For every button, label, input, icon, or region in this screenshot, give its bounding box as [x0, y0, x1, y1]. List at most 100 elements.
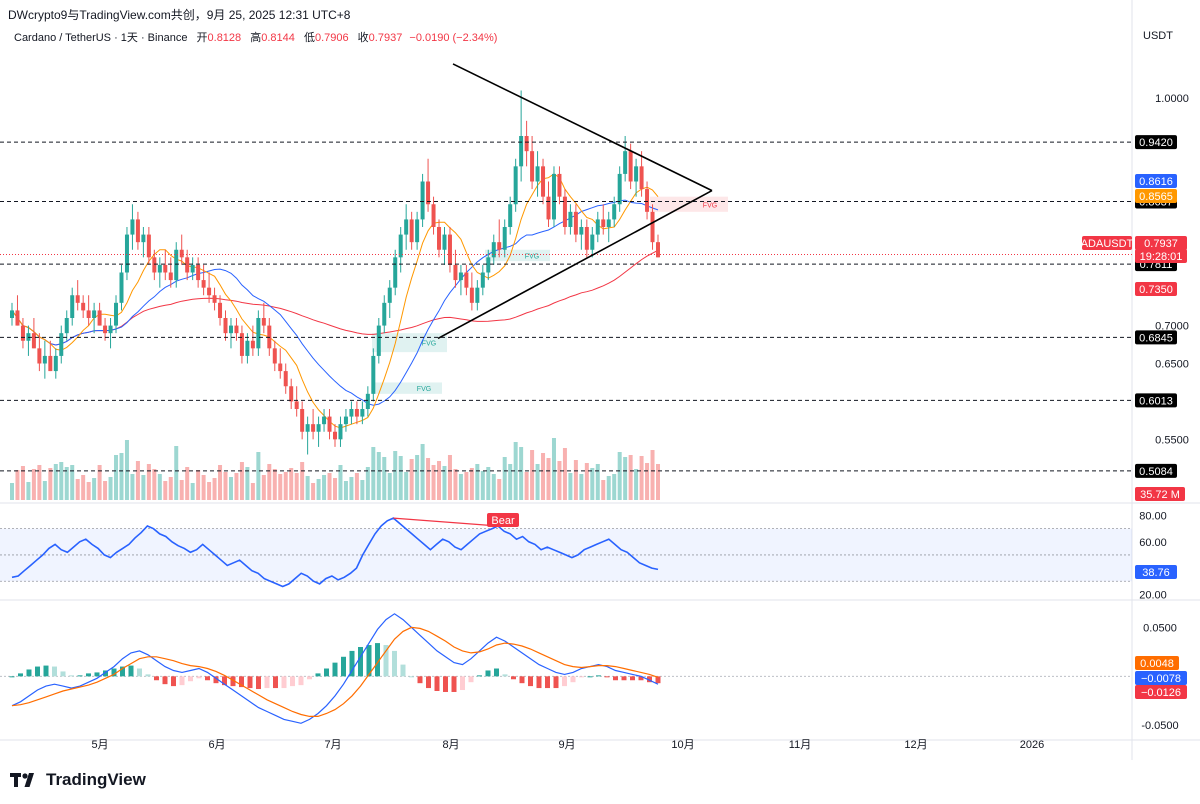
candle-body	[81, 302, 86, 311]
macd-histogram-bar	[494, 668, 499, 677]
volume-bar	[426, 458, 431, 500]
candle-body	[464, 272, 469, 288]
candle-body	[294, 401, 299, 409]
volume-bar	[508, 464, 513, 500]
candle-body	[628, 151, 633, 182]
candle-body	[535, 166, 540, 182]
candle-body	[409, 219, 414, 243]
candle-body	[453, 264, 458, 281]
volume-bar	[650, 450, 655, 500]
macd-histogram-bar	[52, 666, 57, 677]
volume-bar	[579, 474, 584, 500]
volume-bar	[524, 472, 529, 500]
volume-bar	[234, 473, 239, 500]
volume-bar	[81, 475, 86, 500]
volume-bar	[415, 455, 420, 500]
macd-histogram-bar	[298, 676, 304, 686]
current-price-tag: 0.7937	[1144, 238, 1178, 250]
candle-body	[656, 242, 660, 258]
x-tick-label: 10月	[671, 739, 694, 751]
volume-bar	[201, 475, 206, 500]
volume-bar	[97, 465, 102, 500]
volume-bar	[612, 474, 617, 500]
volume-bar	[557, 461, 562, 500]
low-label: 低	[303, 32, 315, 44]
volume-bar	[218, 465, 223, 500]
volume-bar	[86, 482, 91, 500]
candle-body	[354, 409, 359, 417]
volume-bar	[590, 468, 595, 500]
volume-bar	[223, 472, 228, 500]
ma-slow-tag-bg	[1135, 282, 1177, 296]
candle-body	[447, 234, 452, 265]
macd-histogram-bar	[324, 668, 329, 677]
candle-body	[458, 272, 463, 281]
macd-histogram-bar	[18, 673, 23, 677]
macd-histogram-bar	[307, 676, 312, 680]
macd-histogram-bar	[60, 671, 66, 677]
candle-body	[568, 211, 573, 227]
candle-body	[228, 325, 233, 334]
volume-bar	[513, 442, 518, 500]
candle-body	[124, 234, 129, 273]
brand[interactable]: TradingView	[10, 770, 146, 790]
volume-bar	[573, 460, 578, 500]
volume-bar	[250, 483, 255, 500]
candle-body	[201, 280, 206, 288]
volume-bar	[141, 475, 146, 500]
x-tick-label: 6月	[208, 739, 225, 751]
volume-bar	[387, 473, 392, 500]
candle-body	[595, 219, 600, 235]
macd-value-tag: −0.0078	[1141, 673, 1181, 685]
ma-fast-tag-bg	[1135, 189, 1177, 203]
candle-body	[634, 166, 639, 182]
candle-body	[157, 264, 162, 273]
volume-bar	[360, 480, 365, 500]
candle-body	[612, 204, 617, 220]
candle-body	[573, 211, 578, 235]
macd-histogram-bar	[604, 676, 610, 678]
candle-body	[135, 219, 140, 243]
macd-histogram-bar	[86, 673, 91, 677]
volume-bar	[311, 483, 316, 500]
volume-bar	[64, 467, 69, 500]
candle-body	[480, 272, 485, 288]
rsi-value-tag: 38.76	[1142, 567, 1170, 579]
macd-histogram-bar	[392, 650, 397, 677]
volume-bar	[163, 481, 168, 500]
countdown-tag: 19:28:01	[1140, 251, 1183, 263]
candle-body	[239, 333, 244, 356]
candle-body	[437, 227, 442, 250]
volume-bar	[568, 473, 573, 500]
ma-slow-tag: 0.7350	[1139, 284, 1173, 296]
macd-histogram-bar	[596, 675, 601, 677]
candle-body	[606, 219, 611, 227]
level-tag-bg	[1135, 330, 1177, 345]
volume-bar	[606, 476, 611, 500]
x-tick-label: 12月	[904, 739, 927, 751]
symbol-description: Cardano / TetherUS · 1天 · Binance	[14, 32, 188, 44]
macd-histogram-bar	[222, 676, 227, 686]
candle-body	[404, 219, 409, 235]
volume-tag: 35.72 M	[1140, 489, 1180, 501]
volume-bar	[48, 468, 53, 500]
macd-histogram-bar	[290, 676, 295, 687]
volume-bar	[551, 438, 556, 500]
rsi-tick-label: 20.00	[1139, 589, 1167, 601]
volume-bar	[130, 474, 135, 500]
candle-body	[64, 318, 69, 334]
volume-bar	[245, 467, 250, 500]
volume-bar	[349, 477, 354, 500]
candle-body	[261, 318, 266, 326]
candle-body	[316, 424, 321, 432]
candle-body	[371, 355, 376, 394]
volume-bar	[37, 465, 42, 500]
volume-bar	[316, 479, 321, 500]
volume-bar	[541, 453, 546, 500]
macd-histogram-bar	[562, 676, 567, 687]
volume-bar	[497, 479, 502, 500]
macd-histogram-bar	[171, 676, 176, 687]
fvg-zone	[372, 382, 442, 394]
candle-body	[617, 173, 622, 205]
